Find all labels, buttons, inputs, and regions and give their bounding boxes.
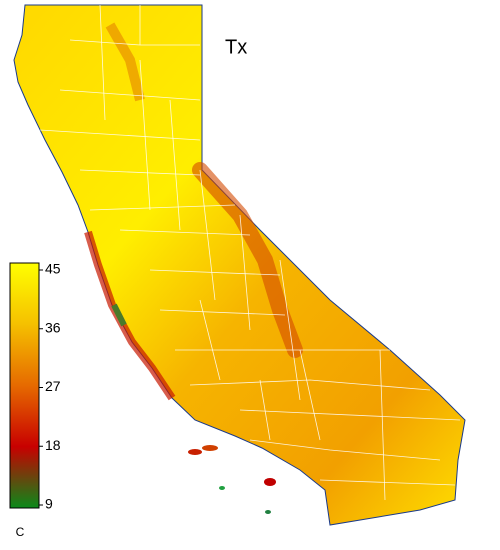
colorbar-tick-label: 18 (45, 437, 61, 453)
island (264, 478, 276, 486)
island (188, 449, 202, 455)
colorbar: 45 36 27 18 9 (9, 261, 61, 512)
coast-green (111, 303, 127, 327)
colorbar-tick-label: 36 (45, 319, 61, 335)
county-lines (39, 4, 461, 501)
state-shape (13, 4, 466, 526)
colorbar-unit: C (16, 525, 25, 539)
island (219, 486, 225, 490)
colorbar-ramp (9, 262, 40, 509)
island (265, 510, 271, 514)
island (202, 445, 218, 451)
north-band (105, 22, 145, 102)
colorbar-tick-label: 9 (45, 496, 53, 512)
colorbar-tick-label: 45 (45, 261, 61, 277)
colorbar-tick-label: 27 (45, 378, 61, 394)
california (13, 4, 466, 526)
sierra-band (192, 162, 303, 358)
map-title: Tx (225, 36, 247, 58)
